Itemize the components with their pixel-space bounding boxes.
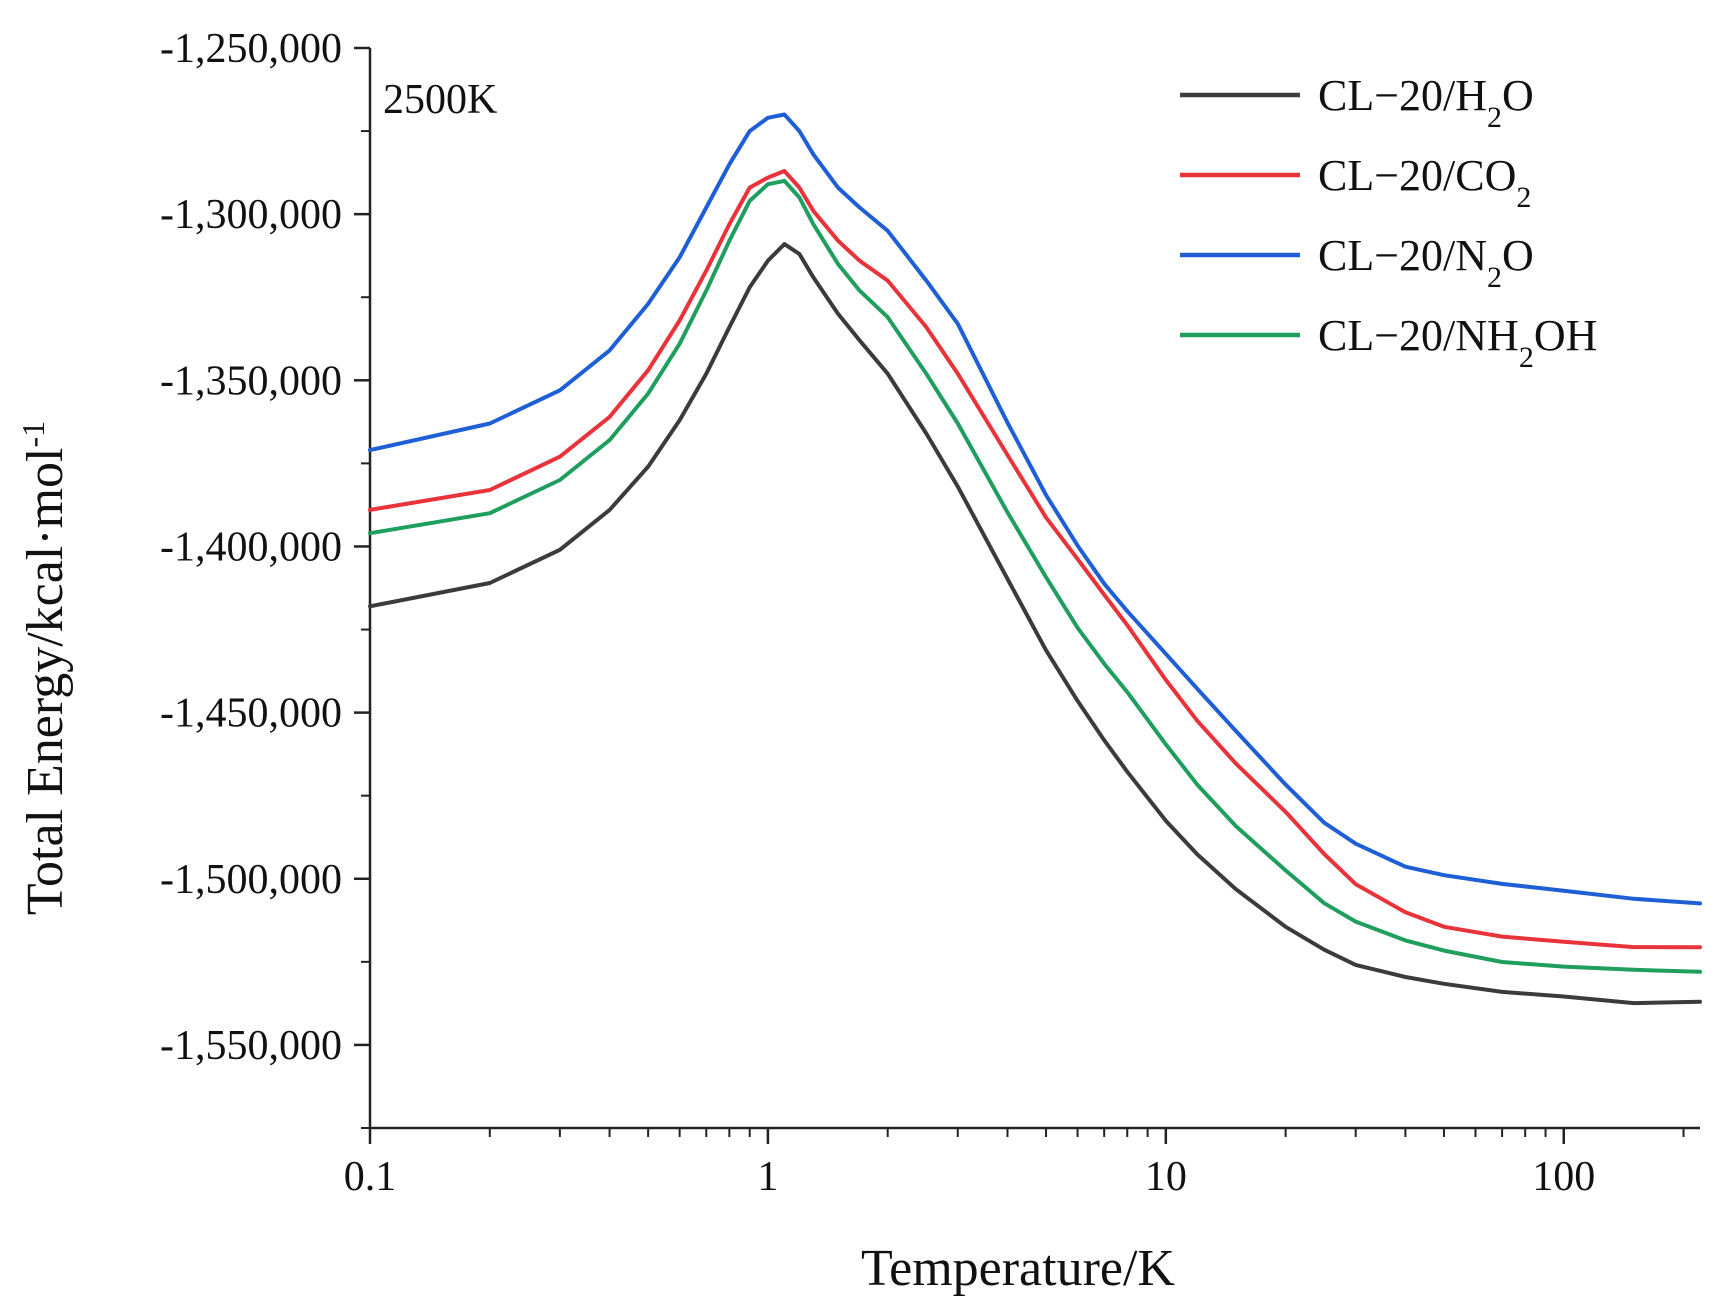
legend-item-3: CL−20/N2O	[1180, 231, 1534, 294]
y-axis-title-main: Total Energy/kcal·mol	[17, 448, 74, 916]
y-tick-label: -1,500,000	[160, 857, 342, 903]
y-tick-label: -1,400,000	[160, 524, 342, 570]
legend-item-2: CL−20/CO2	[1180, 151, 1531, 214]
y-axis-title: Total Energy/kcal·mol-1	[15, 421, 74, 915]
legend-label: CL−20/CO2	[1318, 151, 1531, 214]
legend: CL−20/H2O CL−20/CO2 CL−20/N2O CL−20/NH2OH	[1180, 71, 1597, 374]
series-line-2	[368, 169, 1702, 950]
legend-item-4: CL−20/NH2OH	[1180, 311, 1597, 374]
series-line-1	[368, 242, 1702, 1006]
legend-item-1: CL−20/H2O	[1180, 71, 1534, 134]
y-axis-title-superscript: -1	[15, 421, 51, 448]
y-tick-label: -1,550,000	[160, 1023, 342, 1069]
y-tick-label: -1,300,000	[160, 192, 342, 238]
legend-label: CL−20/NH2OH	[1318, 311, 1597, 374]
axes: 0.1 1 10 100 -1,250,000 -1,300,000 -1,350,000…	[160, 26, 1700, 1200]
series-line-3	[368, 112, 1702, 906]
series-line-4	[368, 178, 1702, 974]
x-tick-label: 10	[1145, 1154, 1187, 1200]
y-tick-label: -1,450,000	[160, 691, 342, 737]
legend-label: CL−20/H2O	[1318, 71, 1534, 134]
temperature-annotation: 2500K	[383, 77, 497, 123]
y-tick-label: -1,350,000	[160, 358, 342, 404]
legend-label: CL−20/N2O	[1318, 231, 1534, 294]
y-tick-label: -1,250,000	[160, 26, 342, 72]
y-ticks: -1,250,000 -1,300,000 -1,350,000 -1,400,000…	[160, 26, 370, 1129]
x-tick-label: 100	[1532, 1154, 1595, 1200]
x-ticks: 0.1 1 10 100	[344, 1128, 1685, 1200]
x-tick-label: 1	[757, 1154, 778, 1200]
x-tick-label: 0.1	[344, 1154, 397, 1200]
x-axis-title: Temperature/K	[861, 1240, 1175, 1297]
series-group	[368, 112, 1702, 1006]
